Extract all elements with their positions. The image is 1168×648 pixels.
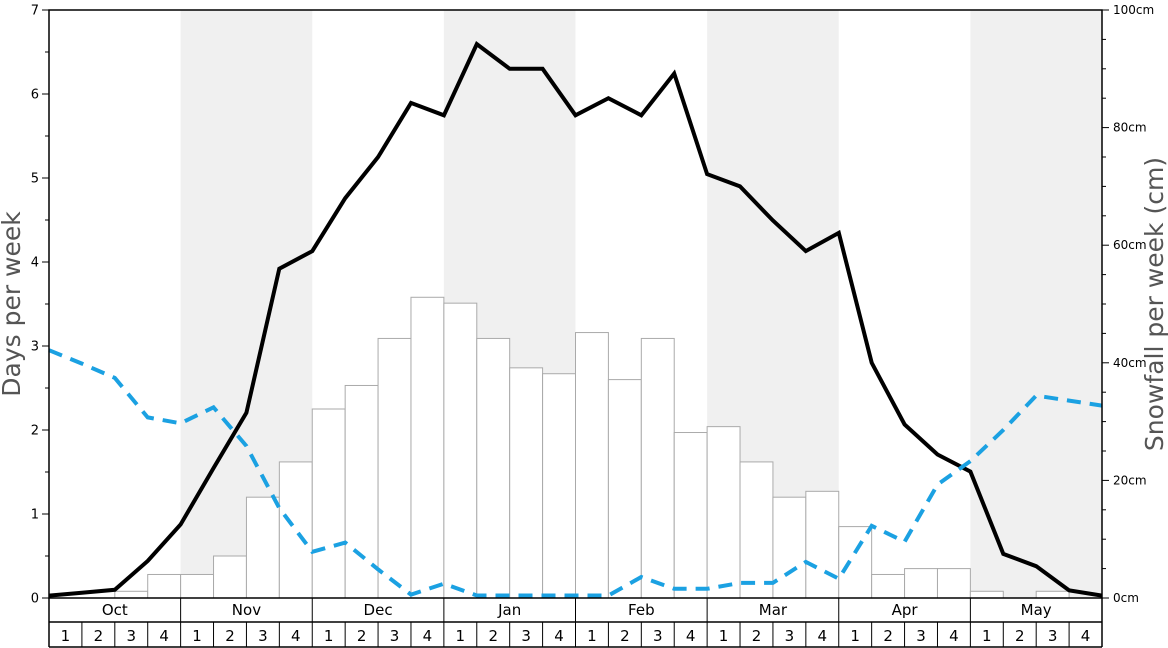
month-label: Oct	[102, 601, 128, 619]
right-axis-title: Snowfall per week (cm)	[1140, 157, 1168, 451]
week-label: 3	[916, 627, 926, 645]
snowfall-bar	[640, 337, 675, 599]
week-label: 3	[258, 627, 268, 645]
week-label: 2	[883, 627, 893, 645]
right-tick-label: 0cm	[1113, 591, 1139, 605]
left-tick-label: 0	[31, 592, 39, 607]
snowfall-bar	[344, 384, 379, 599]
week-label: 2	[94, 627, 104, 645]
snowfall-bar	[213, 555, 247, 599]
month-label: Feb	[628, 601, 655, 619]
snowfall-bar	[377, 337, 412, 599]
snowfall-bar	[805, 490, 840, 599]
snowfall-bar	[936, 568, 971, 599]
month-label: Mar	[759, 601, 788, 619]
week-label: 4	[159, 627, 169, 645]
snowfall-bar	[706, 426, 741, 599]
snowfall-bar	[969, 590, 1004, 599]
week-label: 3	[126, 627, 136, 645]
right-axis-ticks: 0cm 20cm 40cm 60cm 80cm 100cm	[1102, 3, 1154, 605]
week-label: 2	[1015, 627, 1025, 645]
month-shading	[180, 10, 1102, 598]
week-label: 1	[61, 627, 71, 645]
week-label: 3	[390, 627, 400, 645]
right-tick-label: 60cm	[1113, 238, 1147, 252]
snowfall-bars	[114, 296, 1070, 599]
snowfall-bar	[114, 590, 149, 599]
snowfall-bar	[904, 568, 938, 599]
left-tick-label: 2	[31, 424, 39, 439]
snowfall-bar	[542, 373, 576, 599]
left-tick-label: 5	[31, 172, 39, 187]
snowfall-bar	[575, 332, 609, 599]
week-label: 4	[554, 627, 564, 645]
left-tick-label: 4	[31, 256, 39, 271]
week-label: 4	[423, 627, 433, 645]
right-tick-label: 20cm	[1113, 473, 1147, 487]
week-label: 1	[587, 627, 597, 645]
week-label: 3	[521, 627, 531, 645]
snowfall-bar	[278, 461, 313, 599]
snowfall-bar	[245, 496, 280, 599]
month-week-axis: Oct 1 2 3 4 Nov 1 2 3 4 Dec 1 2 3 4 Jan 1 2 3 4 Feb 1 2 3 4 Mar 1 2…	[48, 598, 1103, 648]
right-tick-label: 40cm	[1113, 356, 1147, 370]
solid-series-line	[48, 41, 1103, 598]
snowfall-bar	[476, 337, 511, 599]
left-tick-label: 1	[31, 508, 39, 523]
dashed-series-line	[48, 348, 1103, 598]
week-label: 1	[456, 627, 466, 645]
snowfall-bar	[509, 367, 544, 599]
snowfall-bar	[739, 461, 774, 599]
week-label: 4	[949, 627, 959, 645]
month-shade-may	[970, 10, 1102, 598]
snowfall-bar	[871, 573, 906, 599]
week-label: 3	[785, 627, 795, 645]
snowfall-bar	[607, 379, 642, 599]
week-label: 3	[1048, 627, 1058, 645]
week-label: 2	[620, 627, 630, 645]
snowfall-bar	[311, 408, 346, 599]
week-label: 2	[357, 627, 367, 645]
snowfall-bar	[443, 302, 478, 599]
week-label: 1	[719, 627, 729, 645]
left-tick-label: 3	[31, 340, 39, 355]
right-tick-label: 100cm	[1113, 3, 1154, 17]
snowfall-bar	[410, 296, 445, 599]
snowfall-bar	[772, 496, 807, 599]
week-label: 1	[192, 627, 202, 645]
week-label: 2	[225, 627, 235, 645]
week-label: 1	[850, 627, 860, 645]
month-label: Apr	[892, 601, 919, 619]
data-lines	[48, 41, 1103, 598]
week-label: 1	[982, 627, 992, 645]
left-tick-label: 7	[31, 4, 39, 19]
month-label: Dec	[364, 601, 393, 619]
week-label: 2	[488, 627, 498, 645]
snowfall-bar	[1035, 590, 1070, 599]
month-label: Nov	[232, 601, 261, 619]
snowfall-bar	[180, 573, 215, 599]
left-axis-title: Days per week	[0, 211, 26, 397]
week-label: 4	[686, 627, 696, 645]
week-label: 4	[1081, 627, 1091, 645]
week-label: 4	[291, 627, 301, 645]
month-label: Jan	[497, 601, 521, 619]
right-tick-label: 80cm	[1113, 121, 1147, 135]
snowfall-bar	[673, 432, 708, 599]
month-label: May	[1021, 601, 1052, 619]
week-label: 1	[324, 627, 334, 645]
left-axis-ticks: 0 1 2 3 4 5 6 7	[31, 4, 49, 607]
week-label: 3	[653, 627, 663, 645]
snowfall-bar	[147, 573, 182, 599]
left-tick-label: 6	[31, 88, 39, 103]
week-label: 4	[818, 627, 828, 645]
snowfall-bar	[838, 526, 873, 599]
week-label: 2	[752, 627, 762, 645]
